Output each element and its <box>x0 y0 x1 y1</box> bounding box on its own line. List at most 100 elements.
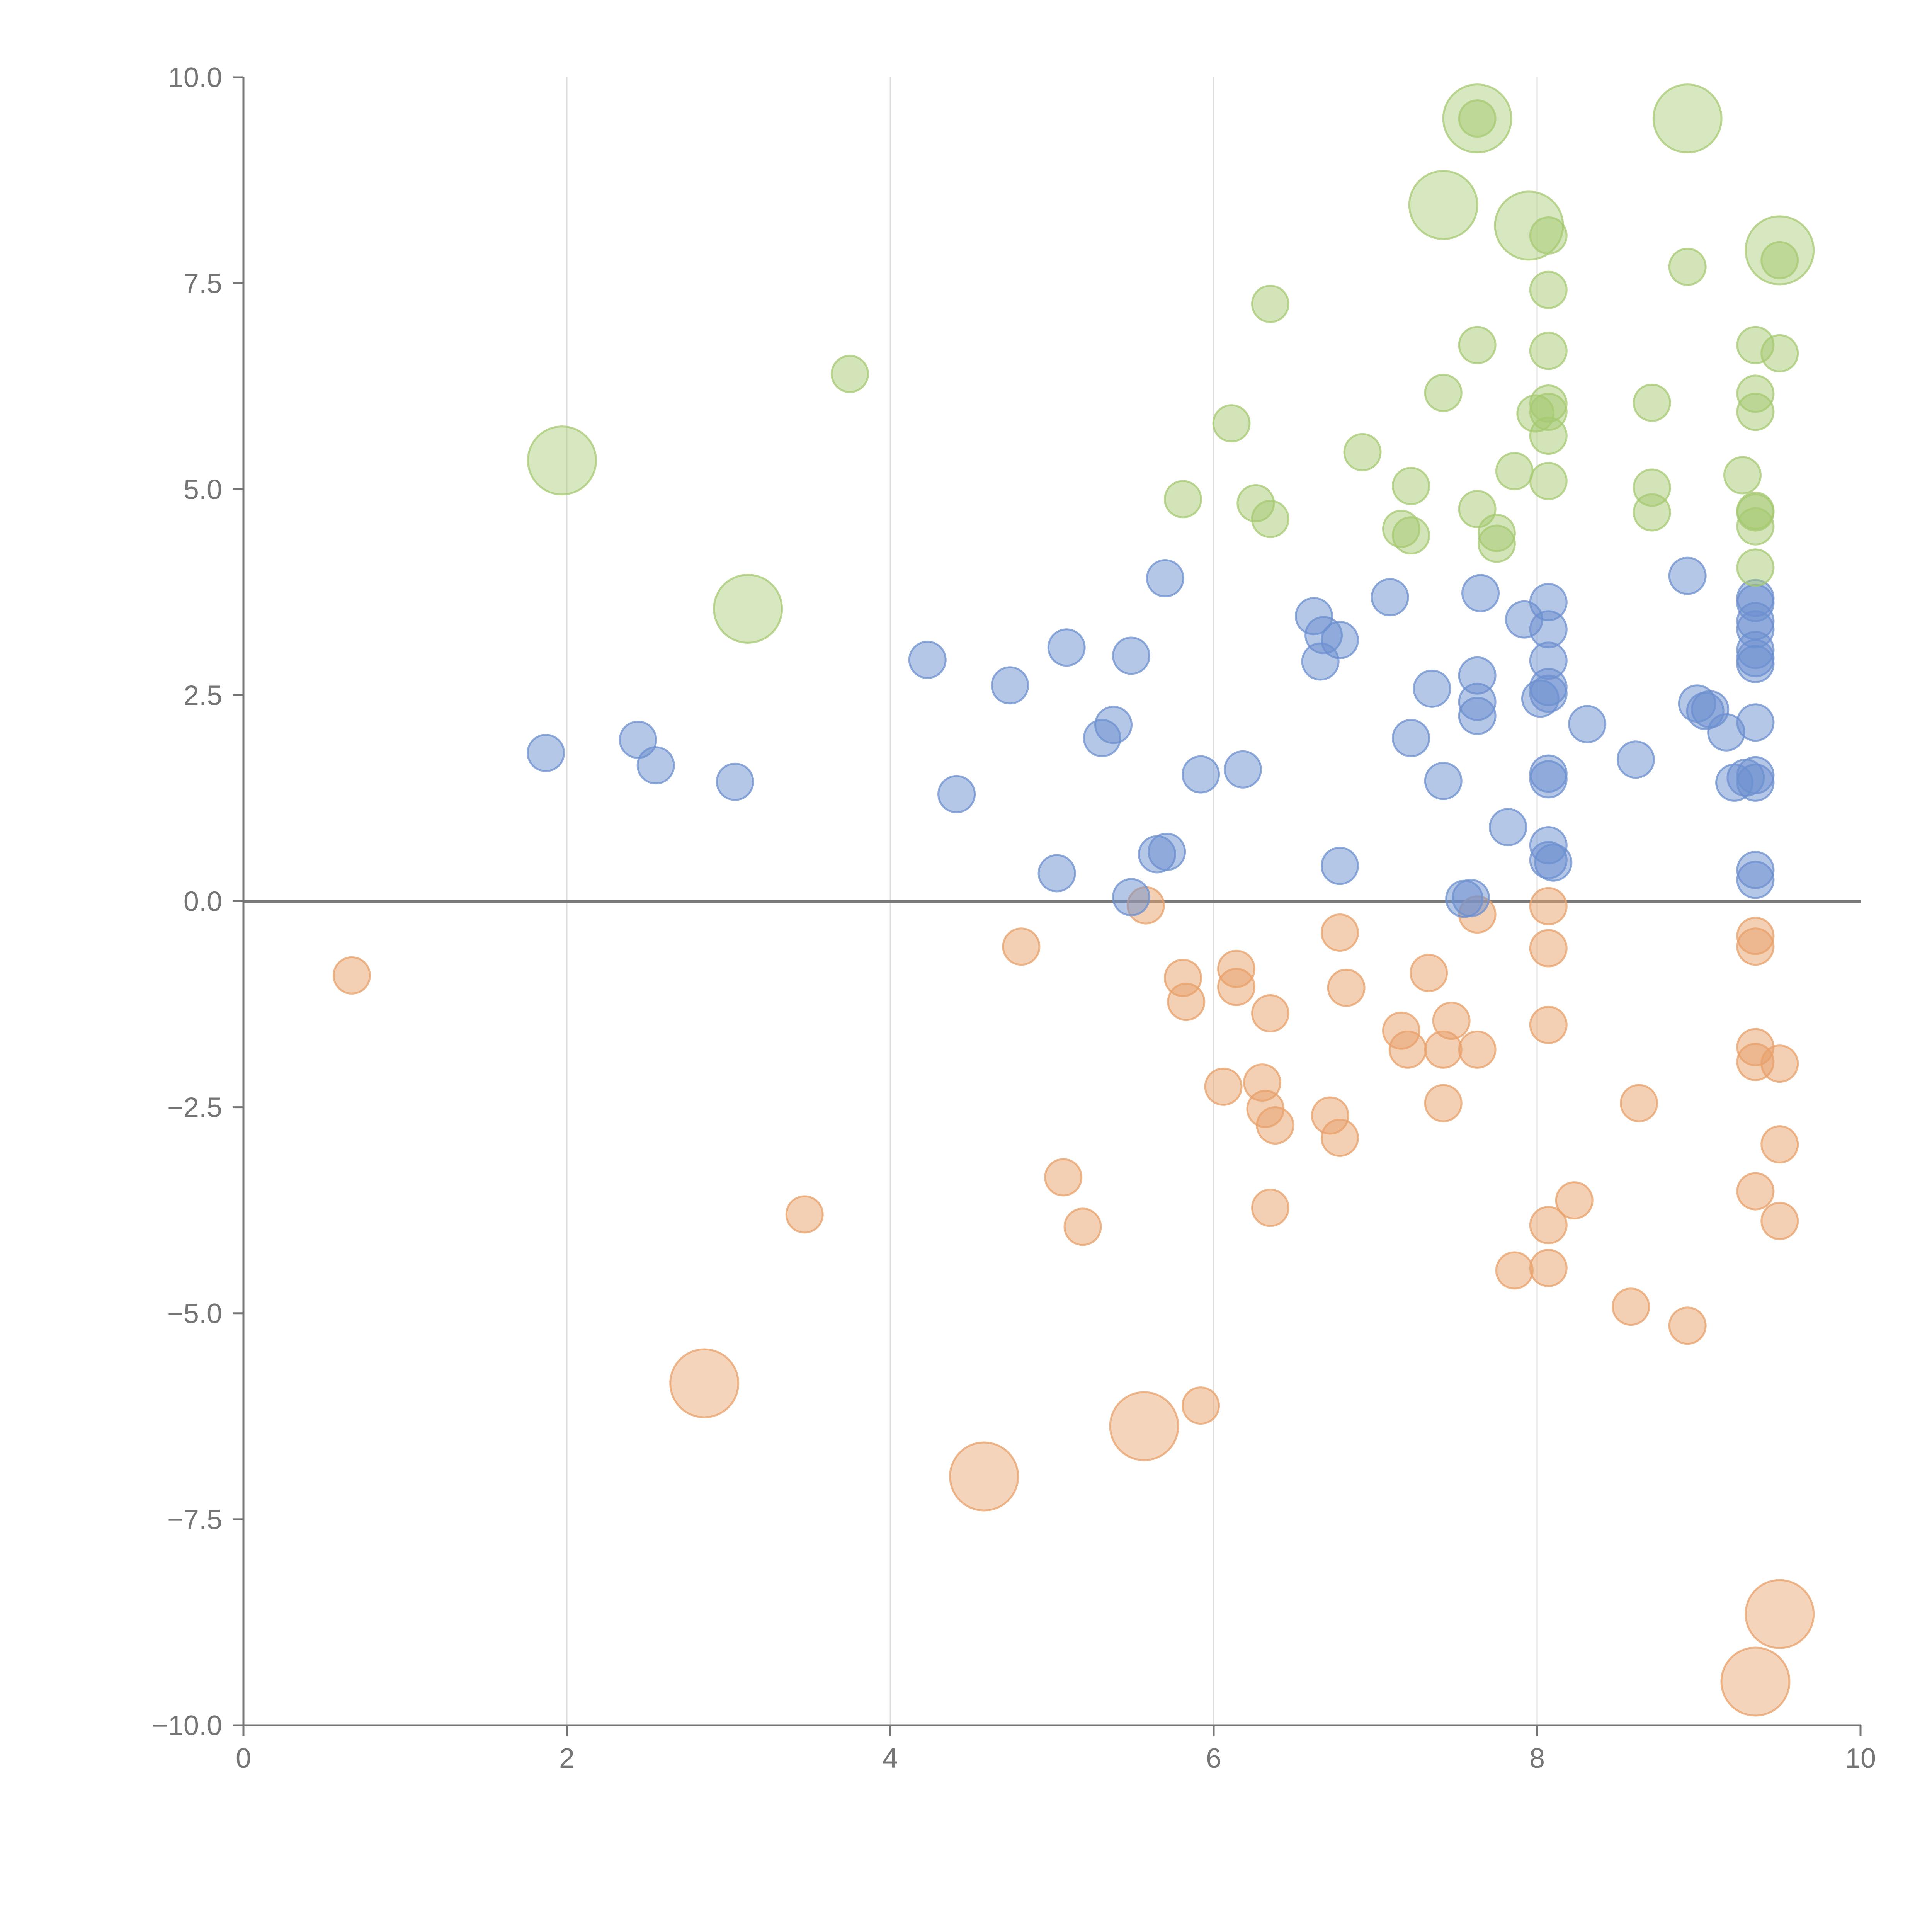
data-point-negative[interactable] <box>1063 1208 1102 1246</box>
data-point-mid[interactable] <box>527 734 565 772</box>
data-point-high[interactable] <box>1477 524 1516 563</box>
data-point-mid[interactable] <box>1529 674 1568 713</box>
data-point-negative[interactable] <box>1529 887 1568 925</box>
large-data-point-high[interactable] <box>713 573 783 644</box>
data-point-mid[interactable] <box>1037 854 1076 893</box>
data-point-high[interactable] <box>1529 270 1568 309</box>
data-point-negative[interactable] <box>1320 913 1359 952</box>
data-point-negative[interactable] <box>785 1195 824 1234</box>
data-point-negative[interactable] <box>1529 1248 1568 1287</box>
large-data-point-high[interactable] <box>1652 83 1723 154</box>
data-point-negative[interactable] <box>1612 1287 1650 1326</box>
data-point-mid[interactable] <box>1568 705 1607 743</box>
data-point-negative[interactable] <box>1760 1125 1799 1164</box>
data-point-mid[interactable] <box>1424 762 1463 800</box>
data-point-high[interactable] <box>1212 404 1251 443</box>
data-point-mid[interactable] <box>1736 861 1775 899</box>
data-point-high[interactable] <box>1760 241 1799 279</box>
data-point-negative[interactable] <box>1760 1202 1799 1240</box>
data-point-high[interactable] <box>1736 507 1775 546</box>
large-data-point-negative[interactable] <box>949 1441 1019 1512</box>
data-point-mid[interactable] <box>991 666 1029 705</box>
large-data-point-high[interactable] <box>1745 215 1815 286</box>
data-point-high[interactable] <box>1251 500 1289 538</box>
data-point-mid[interactable] <box>908 641 947 679</box>
data-point-mid[interactable] <box>1182 755 1220 794</box>
large-data-point-high[interactable] <box>1494 190 1564 261</box>
large-data-point-negative[interactable] <box>1720 1646 1791 1717</box>
data-point-negative[interactable] <box>1251 1189 1289 1227</box>
large-data-point-negative[interactable] <box>1745 1579 1815 1649</box>
data-point-negative[interactable] <box>1320 1119 1359 1157</box>
data-point-mid[interactable] <box>1413 669 1451 708</box>
data-point-high[interactable] <box>1760 334 1799 372</box>
data-point-negative[interactable] <box>1458 1030 1497 1069</box>
data-point-negative[interactable] <box>1256 1106 1294 1145</box>
data-point-high[interactable] <box>1424 374 1463 412</box>
data-point-negative[interactable] <box>1529 929 1568 968</box>
data-point-negative[interactable] <box>1495 1251 1534 1290</box>
data-point-high[interactable] <box>1633 493 1671 532</box>
large-data-point-high[interactable] <box>527 425 597 496</box>
data-point-negative[interactable] <box>1167 983 1206 1021</box>
data-point-high[interactable] <box>1251 284 1289 323</box>
data-point-mid[interactable] <box>1112 636 1151 675</box>
data-point-high[interactable] <box>1736 548 1775 587</box>
data-point-mid[interactable] <box>1392 719 1430 757</box>
data-point-mid[interactable] <box>1461 574 1500 612</box>
data-point-negative[interactable] <box>1424 1084 1463 1122</box>
data-point-high[interactable] <box>1633 383 1671 422</box>
data-point-negative[interactable] <box>1736 927 1775 966</box>
data-point-negative[interactable] <box>1668 1306 1707 1345</box>
data-point-mid[interactable] <box>1320 621 1359 659</box>
large-data-point-negative[interactable] <box>1109 1391 1179 1461</box>
data-point-negative[interactable] <box>1251 994 1289 1033</box>
data-point-mid[interactable] <box>1451 879 1490 917</box>
data-point-mid[interactable] <box>937 775 976 813</box>
data-point-negative[interactable] <box>1327 968 1366 1007</box>
data-point-mid[interactable] <box>1094 706 1133 744</box>
large-data-point-high[interactable] <box>1442 83 1512 154</box>
data-point-high[interactable] <box>1458 326 1497 364</box>
data-point-negative[interactable] <box>1388 1030 1427 1069</box>
data-point-mid[interactable] <box>1489 808 1527 847</box>
data-point-negative[interactable] <box>1044 1158 1083 1197</box>
data-point-negative[interactable] <box>1410 954 1448 992</box>
data-point-high[interactable] <box>1495 452 1534 490</box>
data-point-negative[interactable] <box>1217 968 1256 1006</box>
data-point-high[interactable] <box>1392 467 1430 505</box>
data-point-mid[interactable] <box>1534 843 1573 882</box>
data-point-high[interactable] <box>1529 332 1568 370</box>
data-point-negative[interactable] <box>1736 1172 1775 1211</box>
data-point-negative[interactable] <box>1529 1005 1568 1044</box>
data-point-high[interactable] <box>1343 433 1382 471</box>
data-point-high[interactable] <box>1163 480 1202 519</box>
data-point-negative[interactable] <box>1529 1206 1568 1245</box>
data-point-mid[interactable] <box>1223 750 1262 789</box>
data-point-negative[interactable] <box>1432 1002 1471 1040</box>
data-point-mid[interactable] <box>1371 578 1409 617</box>
data-point-mid[interactable] <box>1047 628 1086 667</box>
data-point-mid[interactable] <box>1146 559 1184 598</box>
data-point-high[interactable] <box>1736 393 1775 431</box>
data-point-mid[interactable] <box>636 746 675 785</box>
data-point-high[interactable] <box>830 355 869 393</box>
data-point-mid[interactable] <box>1458 697 1497 735</box>
data-point-negative[interactable] <box>1182 1386 1220 1425</box>
data-point-high[interactable] <box>1529 462 1568 500</box>
data-point-mid[interactable] <box>1148 833 1186 871</box>
data-point-negative[interactable] <box>1620 1084 1658 1122</box>
data-point-negative[interactable] <box>1002 927 1041 966</box>
data-point-mid[interactable] <box>1529 760 1568 799</box>
data-point-mid[interactable] <box>1112 878 1151 917</box>
data-point-high[interactable] <box>1458 99 1497 138</box>
large-data-point-negative[interactable] <box>669 1348 740 1418</box>
data-point-high[interactable] <box>1668 247 1707 286</box>
data-point-high[interactable] <box>1392 516 1430 555</box>
data-point-mid[interactable] <box>1320 847 1359 885</box>
data-point-mid[interactable] <box>1736 763 1775 802</box>
data-point-negative[interactable] <box>1760 1044 1799 1083</box>
data-point-high[interactable] <box>1529 417 1568 455</box>
data-point-negative[interactable] <box>1555 1181 1594 1220</box>
data-point-mid[interactable] <box>1736 703 1775 742</box>
